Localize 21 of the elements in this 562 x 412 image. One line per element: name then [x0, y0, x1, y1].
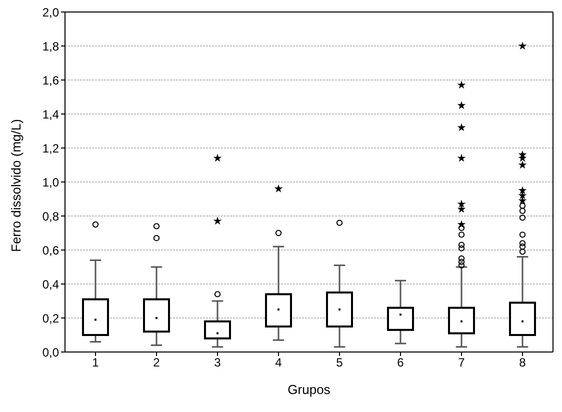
x-tick-label: 4 — [275, 356, 282, 370]
y-tick-label: 1,0 — [42, 175, 60, 190]
y-tick-label: 0,4 — [42, 277, 60, 292]
x-tick-label: 8 — [519, 356, 526, 370]
y-tick-label: 1,6 — [42, 73, 60, 88]
x-axis-title: Grupos — [288, 382, 331, 397]
x-tick-label: 1 — [92, 356, 100, 370]
x-tick-label: 6 — [397, 356, 404, 370]
x-tick-label: 5 — [336, 356, 344, 370]
x-tick-label: 3 — [214, 356, 222, 370]
y-axis-title: Ferro dissolvido (mg/L) — [8, 119, 24, 252]
x-tick-label: 7 — [458, 356, 466, 370]
y-tick-label: 2,0 — [42, 5, 60, 20]
y-tick-label: 1,2 — [42, 141, 60, 156]
y-tick-label: 0,6 — [42, 243, 60, 258]
y-tick-label: 1,8 — [42, 39, 60, 54]
y-tick-label: 1,4 — [42, 107, 60, 122]
y-tick-label: 0,2 — [42, 311, 60, 326]
y-tick-label: 0,8 — [42, 209, 60, 224]
y-tick-label: 0,0 — [42, 345, 60, 360]
x-tick-label: 2 — [153, 356, 160, 370]
